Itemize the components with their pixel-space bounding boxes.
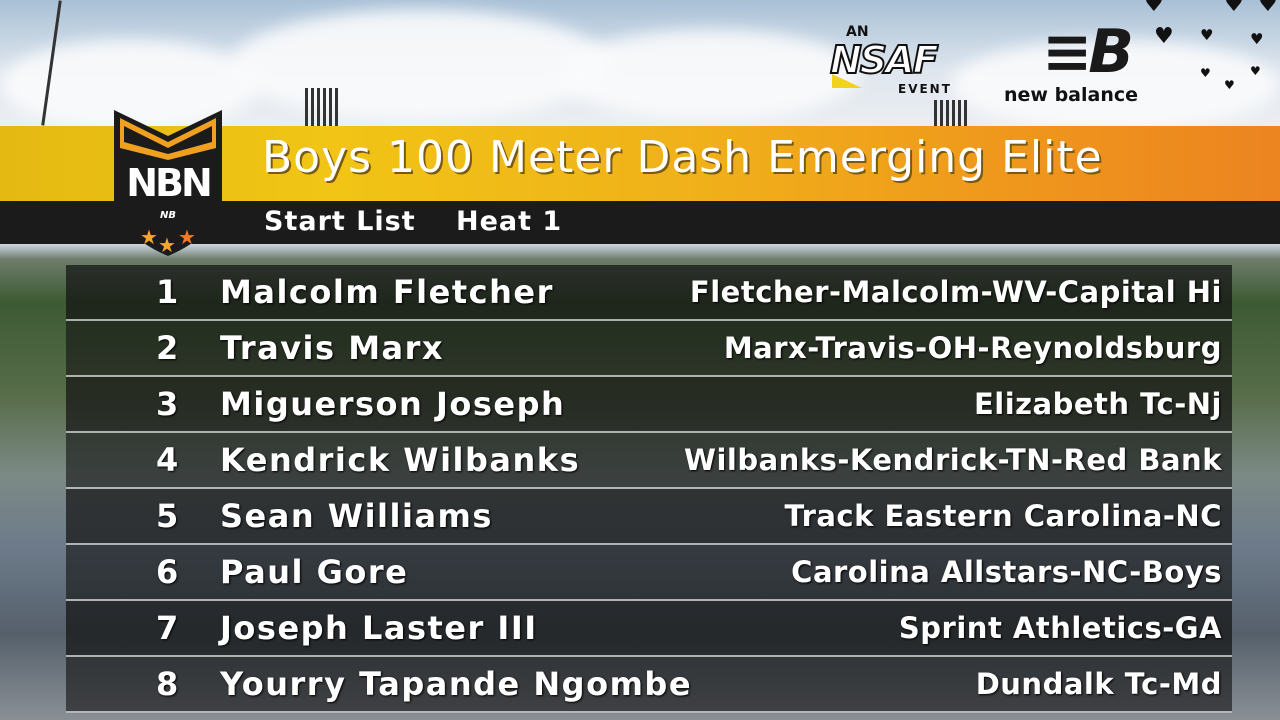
table-row: 5 Sean Williams Track Eastern Carolina-NC [66,489,1232,545]
sponsor-name: new balance [1003,84,1138,106]
table-row: 1 Malcolm Fletcher Fletcher-Malcolm-WV-Cap… [66,265,1232,321]
team-name: Marx-Travis-OH-Reynoldsburg [723,331,1222,365]
nsaf-event-logo: AN NSAF EVENT [826,24,966,98]
heart-pattern-icon: ♥ ♥ ♥ ♥ ♥ ♥ ♥ ♥ ♥ [1144,0,1278,92]
svg-text:NB: NB [160,210,176,221]
athlete-name: Yourry Tapande Ngombe [220,665,693,703]
athlete-name: Kendrick Wilbanks [220,441,581,479]
athlete-name: Travis Marx [220,329,445,367]
event-title: Boys 100 Meter Dash Emerging Elite [262,132,1103,183]
cloud [560,30,860,120]
lane-number: 7 [156,609,180,647]
lane-number: 2 [156,329,180,367]
light-tower [305,88,341,126]
athlete-name: Malcolm Fletcher [220,273,554,311]
nsaf-prefix: AN [846,24,869,40]
nsaf-wordmark: NSAF [829,37,940,83]
svg-text:★: ★ [140,225,158,249]
light-tower [934,100,968,126]
athlete-name: Paul Gore [220,553,409,591]
lane-number: 4 [156,441,180,479]
team-name: Track Eastern Carolina-NC [784,499,1222,533]
start-list-table: 1 Malcolm Fletcher Fletcher-Malcolm-WV-Cap… [66,265,1232,713]
svg-text:★: ★ [158,233,176,257]
lane-number: 6 [156,553,180,591]
table-row: 6 Paul Gore Carolina Allstars-NC-Boys [66,545,1232,601]
cloud [950,40,1280,130]
new-balance-logo: ≡B new balance [996,20,1146,112]
table-row: 3 Miguerson Joseph Elizabeth Tc-Nj [66,377,1232,433]
lane-number: 5 [156,497,180,535]
table-row: 8 Yourry Tapande Ngombe Dundalk Tc-Md [66,657,1232,713]
lane-number: 8 [156,665,180,703]
athlete-name: Miguerson Joseph [220,385,566,423]
team-name: Wilbanks-Kendrick-TN-Red Bank [683,443,1222,477]
table-row: 2 Travis Marx Marx-Travis-OH-Reynoldsburg [66,321,1232,377]
nb-mark-icon: ≡B [1041,17,1134,87]
team-name: Carolina Allstars-NC-Boys [791,555,1222,589]
athlete-name: Joseph Laster III [220,609,538,647]
team-name: Dundalk Tc-Md [975,667,1222,701]
list-label: Start List [264,206,416,237]
team-name: Sprint Athletics-GA [898,611,1222,645]
table-row: 7 Joseph Laster III Sprint Athletics-GA [66,601,1232,657]
svg-text:NBN: NBN [126,161,210,205]
lane-number: 3 [156,385,180,423]
athlete-name: Sean Williams [220,497,493,535]
nsaf-suffix: EVENT [898,82,952,96]
team-name: Elizabeth Tc-Nj [973,387,1222,421]
table-row: 4 Kendrick Wilbanks Wilbanks-Kendrick-TN-R… [66,433,1232,489]
heat-label: Heat 1 [456,206,563,237]
cloud [230,10,610,120]
svg-text:★: ★ [178,225,196,249]
lane-number: 1 [156,273,180,311]
nbn-badge-logo: NBN NB ★ ★ ★ [114,110,222,257]
team-name: Fletcher-Malcolm-WV-Capital Hi [689,275,1222,309]
